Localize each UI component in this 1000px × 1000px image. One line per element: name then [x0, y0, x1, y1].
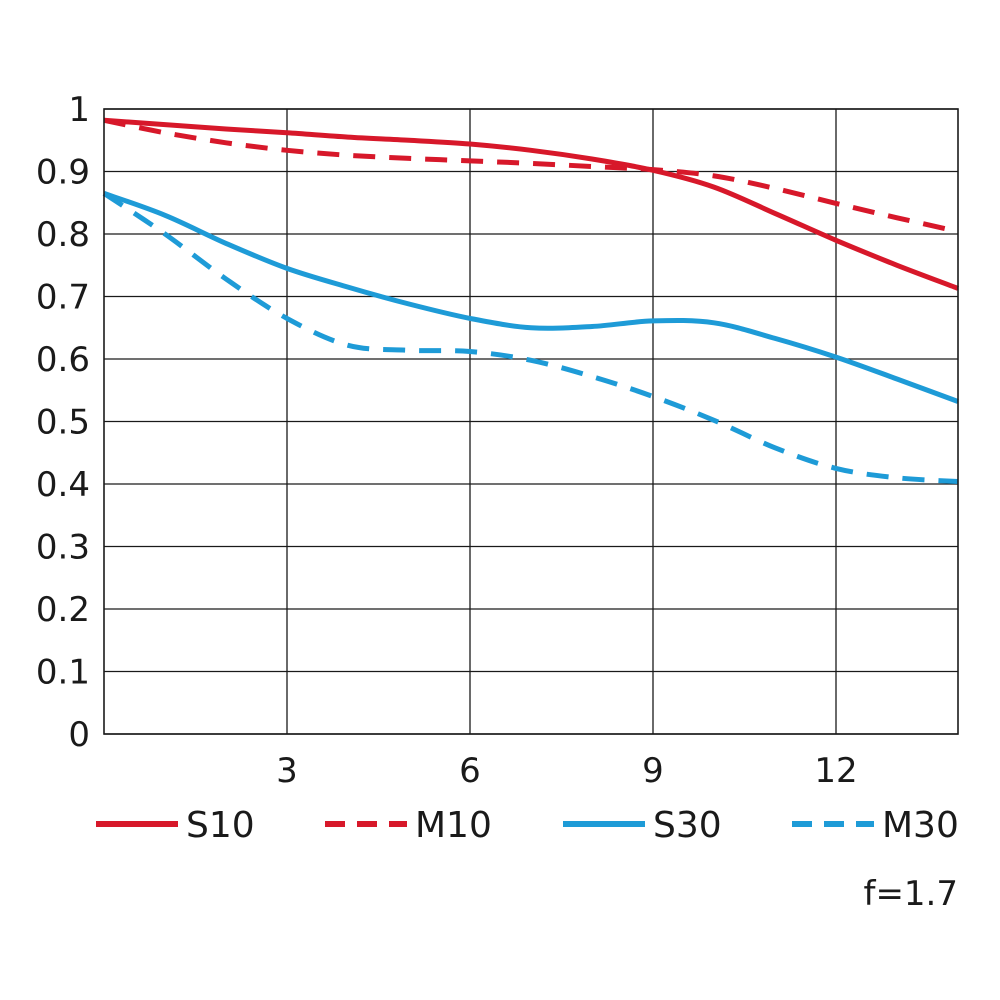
y-tick-label: 0.3	[36, 528, 90, 568]
x-tick-label: 12	[814, 751, 857, 791]
x-tick-label: 3	[276, 751, 298, 791]
legend: S10 M10 S30 M30	[96, 805, 959, 846]
legend-label-s30: S30	[653, 805, 722, 846]
x-tick-label: 9	[642, 751, 664, 791]
y-tick-label: 0.5	[36, 403, 90, 443]
series-line-s30	[103, 191, 959, 404]
legend-label-m10: M10	[415, 805, 492, 846]
plot-frame	[103, 108, 959, 735]
y-tick-label: 0	[68, 715, 90, 755]
series-line-s10	[103, 117, 959, 291]
y-tick-label: 0.8	[36, 215, 90, 255]
y-tick-label: 0.2	[36, 590, 90, 630]
y-axis-tick-labels: 0 0.1 0.2 0.3 0.4 0.5 0.6 0.7 0.8 0.9 1	[36, 90, 90, 755]
y-tick-label: 0.1	[36, 653, 90, 693]
series-line-m30	[102, 191, 959, 484]
series-lines	[102, 117, 959, 484]
x-axis-tick-labels: 3 6 9 12	[276, 751, 857, 791]
y-tick-label: 0.7	[36, 278, 90, 318]
legend-label-m30: M30	[882, 805, 959, 846]
legend-label-s10: S10	[186, 805, 255, 846]
y-tick-label: 0.4	[36, 465, 90, 505]
x-tick-label: 6	[459, 751, 481, 791]
y-tick-label: 0.9	[36, 153, 90, 193]
series-line-m10	[103, 117, 959, 234]
y-tick-label: 1	[68, 90, 90, 130]
aperture-annotation: f=1.7	[863, 874, 958, 914]
y-tick-label: 0.6	[36, 340, 90, 380]
